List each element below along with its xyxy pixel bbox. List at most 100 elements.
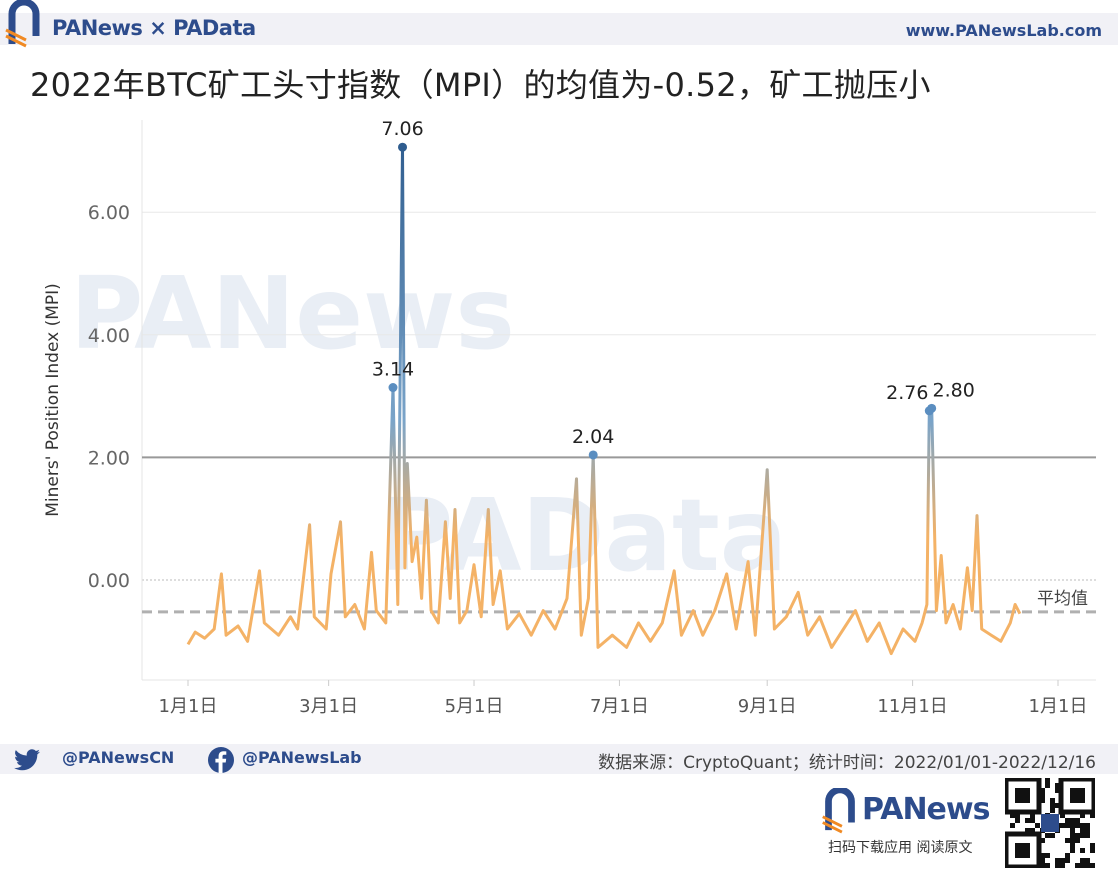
qr-module xyxy=(1055,788,1060,793)
watermark-panews: PANews xyxy=(70,255,515,372)
qr-module xyxy=(1040,838,1045,843)
x-tick-label: 7月1日 xyxy=(590,696,649,717)
peak-marker xyxy=(588,450,598,460)
mean-line-label: 平均值 xyxy=(1037,589,1088,609)
y-tick-label: 6.00 xyxy=(88,202,130,224)
peak-label: 3.14 xyxy=(372,359,414,381)
qr-module xyxy=(1055,803,1060,808)
qr-module xyxy=(1065,823,1070,828)
y-tick-label: 4.00 xyxy=(88,325,130,347)
qr-module xyxy=(1075,833,1080,838)
qr-module xyxy=(1060,813,1065,818)
qr-module xyxy=(1090,848,1095,853)
qr-module xyxy=(1010,813,1015,818)
qr-module xyxy=(1050,798,1055,803)
footer-brand: PANews xyxy=(862,792,990,827)
qr-module xyxy=(1085,823,1090,828)
qr-module xyxy=(1050,808,1055,813)
x-tick-label: 1月1日 xyxy=(159,696,218,717)
qr-module xyxy=(1045,783,1050,788)
qr-finder xyxy=(1005,778,1042,815)
peak-label: 7.06 xyxy=(381,118,423,140)
qr-module xyxy=(1070,828,1075,833)
reference-lines: 平均值 xyxy=(142,456,1096,614)
axes: 6.00 4.00 2.00 0.00 1月1日 3月1日 5月1日 7月1日 9月1日 11月1… xyxy=(43,202,1087,717)
qr-module xyxy=(1045,778,1050,783)
qr-module xyxy=(1045,863,1050,868)
qr-module xyxy=(1040,863,1045,868)
qr-module xyxy=(1075,863,1080,868)
qr-module xyxy=(1065,853,1070,858)
qr-module xyxy=(1085,828,1090,833)
peak-marker xyxy=(927,403,937,413)
qr-module xyxy=(1075,818,1080,823)
x-tick-label: 5月1日 xyxy=(445,696,504,717)
qr-finder xyxy=(1058,778,1095,815)
qr-module xyxy=(1055,863,1060,868)
qr-module xyxy=(1060,863,1065,868)
scan-prompt: 扫码下载应用 阅读原文 xyxy=(828,840,973,856)
qr-finder-center xyxy=(1015,788,1030,803)
qr-module xyxy=(1030,818,1035,823)
qr-module xyxy=(1015,813,1020,818)
qr-finder-center xyxy=(1015,843,1030,858)
header-bar xyxy=(0,13,1118,45)
qr-module xyxy=(1040,858,1045,863)
qr-module xyxy=(1085,833,1090,838)
facebook-icon[interactable] xyxy=(208,747,234,773)
qr-module xyxy=(1090,813,1095,818)
peak-annotations: 3.14 7.06 2.04 2.76 2.80 xyxy=(372,118,975,460)
footer-bar xyxy=(0,744,1118,774)
qr-module xyxy=(1030,828,1035,833)
qr-module xyxy=(1050,803,1055,808)
peak-label: 2.76 xyxy=(886,382,928,404)
x-tick-label: 11月1日 xyxy=(877,696,947,717)
qr-logo xyxy=(1041,814,1059,832)
qr-module xyxy=(1035,823,1040,828)
qr-module xyxy=(1010,823,1015,828)
qr-module xyxy=(1060,823,1065,828)
qr-module xyxy=(1065,818,1070,823)
qr-module xyxy=(1075,838,1080,843)
qr-module xyxy=(1025,828,1030,833)
qr-module xyxy=(1070,818,1075,823)
qr-module xyxy=(1070,833,1075,838)
mpi-series-line xyxy=(186,145,1022,656)
twitter-handle[interactable]: @PANewsCN xyxy=(62,748,175,767)
qr-code-icon[interactable] xyxy=(1005,778,1095,868)
qr-module xyxy=(1070,838,1075,843)
qr-module xyxy=(1080,858,1085,863)
qr-module xyxy=(1060,858,1065,863)
qr-module xyxy=(1080,823,1085,828)
twitter-icon[interactable] xyxy=(14,749,40,771)
qr-module xyxy=(1045,853,1050,858)
qr-module xyxy=(1045,833,1050,838)
chart-title: 2022年BTC矿工头寸指数（MPI）的均值为-0.52，矿工抛压小 xyxy=(30,66,931,104)
y-tick-label: 0.00 xyxy=(88,570,130,592)
facebook-handle[interactable]: @PANewsLab xyxy=(242,748,362,767)
qr-module xyxy=(1080,828,1085,833)
qr-module xyxy=(1030,813,1035,818)
qr-module xyxy=(1065,858,1070,863)
panews-logo-icon xyxy=(5,0,40,48)
header-site-url[interactable]: www.PANewsLab.com xyxy=(905,21,1102,40)
y-axis-title: Miners' Position Index (MPI) xyxy=(43,283,63,517)
qr-module xyxy=(1040,788,1045,793)
qr-module xyxy=(1055,858,1060,863)
peak-marker xyxy=(388,383,398,393)
qr-finder-center xyxy=(1070,788,1085,803)
qr-module xyxy=(1065,838,1070,843)
qr-module xyxy=(1015,818,1020,823)
peak-label: 2.04 xyxy=(572,426,614,448)
x-tick-label: 1月1日 xyxy=(1029,696,1088,717)
x-tick-label: 3月1日 xyxy=(299,696,358,717)
x-tick-label: 9月1日 xyxy=(738,696,797,717)
qr-module xyxy=(1070,843,1075,848)
qr-module xyxy=(1055,783,1060,788)
qr-module xyxy=(1080,833,1085,838)
qr-module xyxy=(1040,853,1045,858)
qr-module xyxy=(1070,848,1075,853)
qr-module xyxy=(1040,798,1045,803)
qr-module xyxy=(1075,823,1080,828)
